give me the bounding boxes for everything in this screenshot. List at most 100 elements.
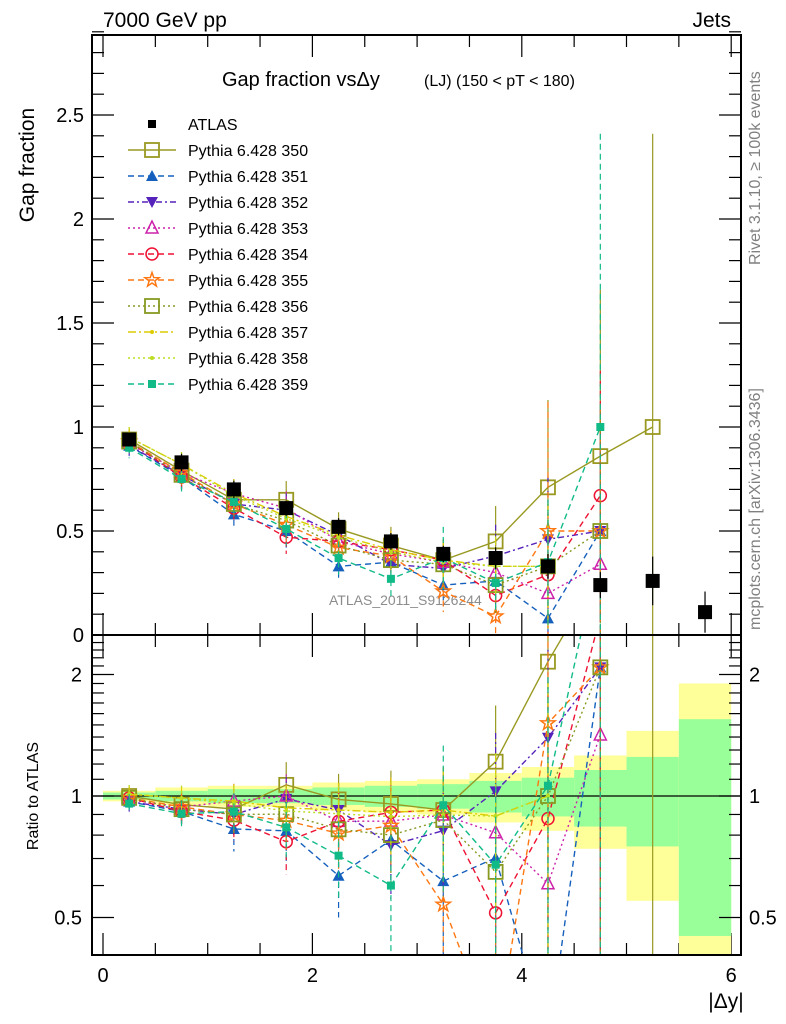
series-line: [128, 440, 601, 597]
legend-marker: [150, 356, 154, 360]
series-359: [125, 133, 605, 635]
y-tick-label: 0.5: [56, 521, 84, 543]
data-point: [698, 605, 713, 620]
data-point: [229, 497, 238, 506]
data-point: [436, 546, 451, 561]
series-line: [128, 440, 601, 586]
legend-label: Pythia 6.428 358: [188, 351, 308, 368]
legend-label: Pythia 6.428 356: [188, 299, 308, 316]
ratio-tick-label: 0.5: [54, 908, 82, 930]
ratio-point: [177, 809, 186, 818]
legend-item: Pythia 6.428 355: [128, 270, 308, 290]
energy-label: 7000 GeV pp: [103, 9, 227, 32]
data-point: [279, 501, 294, 516]
ratio-line: [128, 635, 597, 915]
ratio-tick-label-right: 2: [749, 665, 760, 687]
data-point: [177, 475, 186, 483]
legend-label: Pythia 6.428 359: [188, 377, 308, 394]
ratio-point: [125, 799, 134, 808]
data-point: [645, 573, 660, 588]
data-point: [174, 455, 189, 470]
data-point: [540, 584, 556, 600]
y-axis-label-upper: Gap fraction: [16, 108, 39, 222]
legend-marker: [145, 247, 159, 261]
series-line: [128, 426, 601, 584]
ratio-line: [129, 667, 602, 955]
y-axis-label-lower: Ratio to ATLAS: [25, 742, 42, 850]
y-tick-label: 1: [73, 417, 84, 439]
rivet-label: Rivet 3.1.10, ≥ 100k events: [747, 71, 764, 265]
legend-marker: [148, 120, 156, 128]
lower-frame: [91, 634, 742, 956]
series-line: [128, 445, 601, 620]
legend-marker: [150, 330, 154, 334]
ratio-series-359: [125, 635, 601, 955]
data-point: [125, 443, 134, 452]
legend-item: Pythia 6.428 350: [128, 142, 308, 160]
analysis-watermark: ATLAS_2011_S9126244: [329, 592, 482, 608]
data-point: [486, 606, 505, 625]
legend-marker: [142, 270, 162, 288]
legend-label: Pythia 6.428 352: [188, 195, 308, 212]
data-point: [593, 578, 608, 593]
data-point: [386, 574, 395, 583]
mcplots-label: mcplots.cern.ch [arXiv:1306.3436]: [747, 388, 764, 630]
x-tick-label: 2: [307, 965, 318, 987]
data-point: [331, 519, 346, 534]
category-label: Jets: [692, 9, 731, 32]
ratio-point: [433, 894, 453, 913]
legend-item: Pythia 6.428 351: [128, 169, 308, 186]
data-point: [488, 551, 503, 566]
ratio-tick-label: 2: [71, 665, 82, 687]
series-atlas: [122, 432, 713, 633]
ratio-line: [129, 666, 601, 846]
data-point: [383, 534, 398, 549]
x-tick-label: 6: [726, 965, 737, 987]
y-tick-label: 2: [73, 209, 84, 231]
data-point: [122, 432, 137, 447]
ratio-point: [543, 781, 552, 790]
ratio-point: [439, 801, 448, 810]
x-tick-label: 4: [516, 965, 527, 987]
legend-item: Pythia 6.428 357: [128, 325, 308, 342]
legend-marker: [144, 219, 160, 234]
stat-uncertainty-band: [678, 719, 732, 936]
ratio-point: [336, 811, 341, 816]
plot-title: Gap fraction vsΔy (LJ) (150 < pT < 180): [222, 69, 575, 91]
data-point: [388, 549, 393, 554]
legend-item: Pythia 6.428 356: [128, 298, 308, 316]
data-point: [284, 516, 289, 521]
ratio-point: [545, 794, 550, 798]
ratio-point: [334, 851, 343, 860]
x-axis-label: |Δy|: [708, 990, 743, 1013]
legend-label: Pythia 6.428 353: [188, 221, 308, 238]
legend-item: Pythia 6.428 359: [128, 377, 308, 394]
ratio-point: [491, 860, 500, 869]
ratio-line: [129, 635, 582, 887]
series-line: [128, 443, 601, 595]
ratio-point: [336, 808, 341, 813]
legend-marker: [148, 380, 156, 388]
title-suffix: (LJ) (150 < pT < 180): [424, 73, 575, 90]
data-point: [226, 482, 241, 497]
ratio-panel: 0.5 0.5 1 1 2 2 0 2 4 6: [54, 634, 777, 987]
ratio-line: [129, 666, 601, 955]
y-tick-label: 2.5: [56, 105, 84, 127]
ratio-point: [493, 814, 498, 819]
data-point: [644, 419, 661, 435]
ratio-tick-label: 1: [71, 786, 82, 808]
data-point: [540, 559, 555, 574]
legend: ATLAS Pythia 6.428 350 Pythia 6.428 351 Pyt…: [128, 117, 308, 394]
data-point: [334, 554, 343, 563]
y-tick-label: 1.5: [56, 313, 84, 335]
legend-marker: [144, 142, 160, 158]
ratio-series-350: [121, 635, 654, 955]
legend-marker: [144, 298, 160, 314]
legend-item: Pythia 6.428 354: [128, 247, 308, 264]
ratio-bands: [103, 683, 732, 955]
data-point: [433, 581, 453, 600]
legend-item: Pythia 6.428 352: [128, 195, 308, 212]
legend-marker: [146, 197, 158, 208]
data-point: [336, 535, 341, 540]
